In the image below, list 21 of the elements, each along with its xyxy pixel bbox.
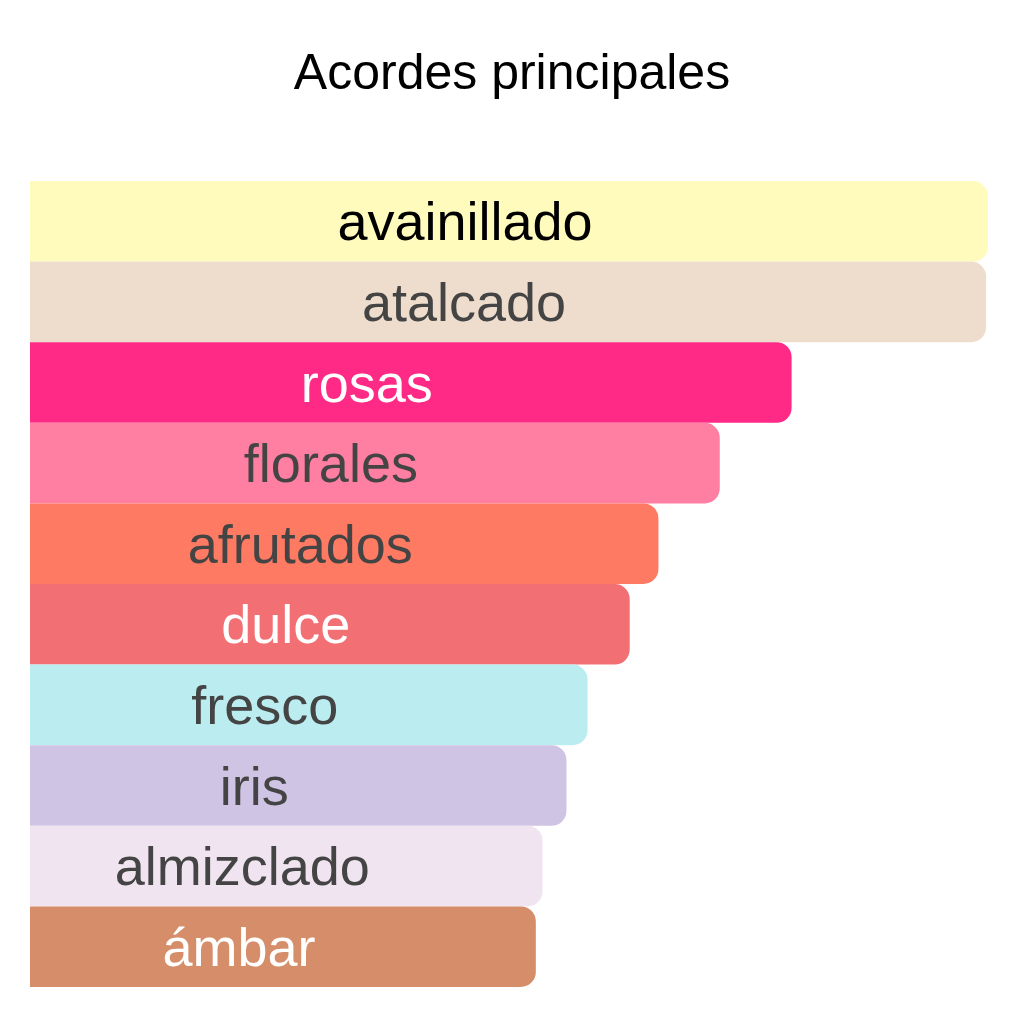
bar bbox=[30, 503, 659, 584]
y-tick-label: fresco bbox=[191, 674, 339, 735]
bar bbox=[30, 422, 720, 504]
bar bbox=[30, 745, 567, 826]
y-tick-label: iris bbox=[219, 755, 289, 816]
y-tick-label: ámbar bbox=[162, 916, 316, 977]
y-tick-label: florales bbox=[243, 433, 418, 494]
bar bbox=[30, 906, 536, 987]
bar bbox=[30, 261, 987, 343]
bar bbox=[30, 584, 630, 665]
y-tick-label: afrutados bbox=[187, 513, 413, 574]
y-tick-label: almizclado bbox=[114, 836, 370, 897]
y-tick-label: rosas bbox=[300, 352, 433, 413]
bar bbox=[30, 664, 588, 746]
bar bbox=[30, 181, 988, 262]
y-tick-label: dulce bbox=[221, 594, 351, 655]
bar bbox=[30, 825, 543, 907]
chart-title: Acordes principales bbox=[293, 44, 731, 100]
y-tick-label: avainillado bbox=[337, 191, 593, 252]
bar bbox=[30, 342, 792, 423]
y-tick-label: atalcado bbox=[361, 271, 567, 332]
